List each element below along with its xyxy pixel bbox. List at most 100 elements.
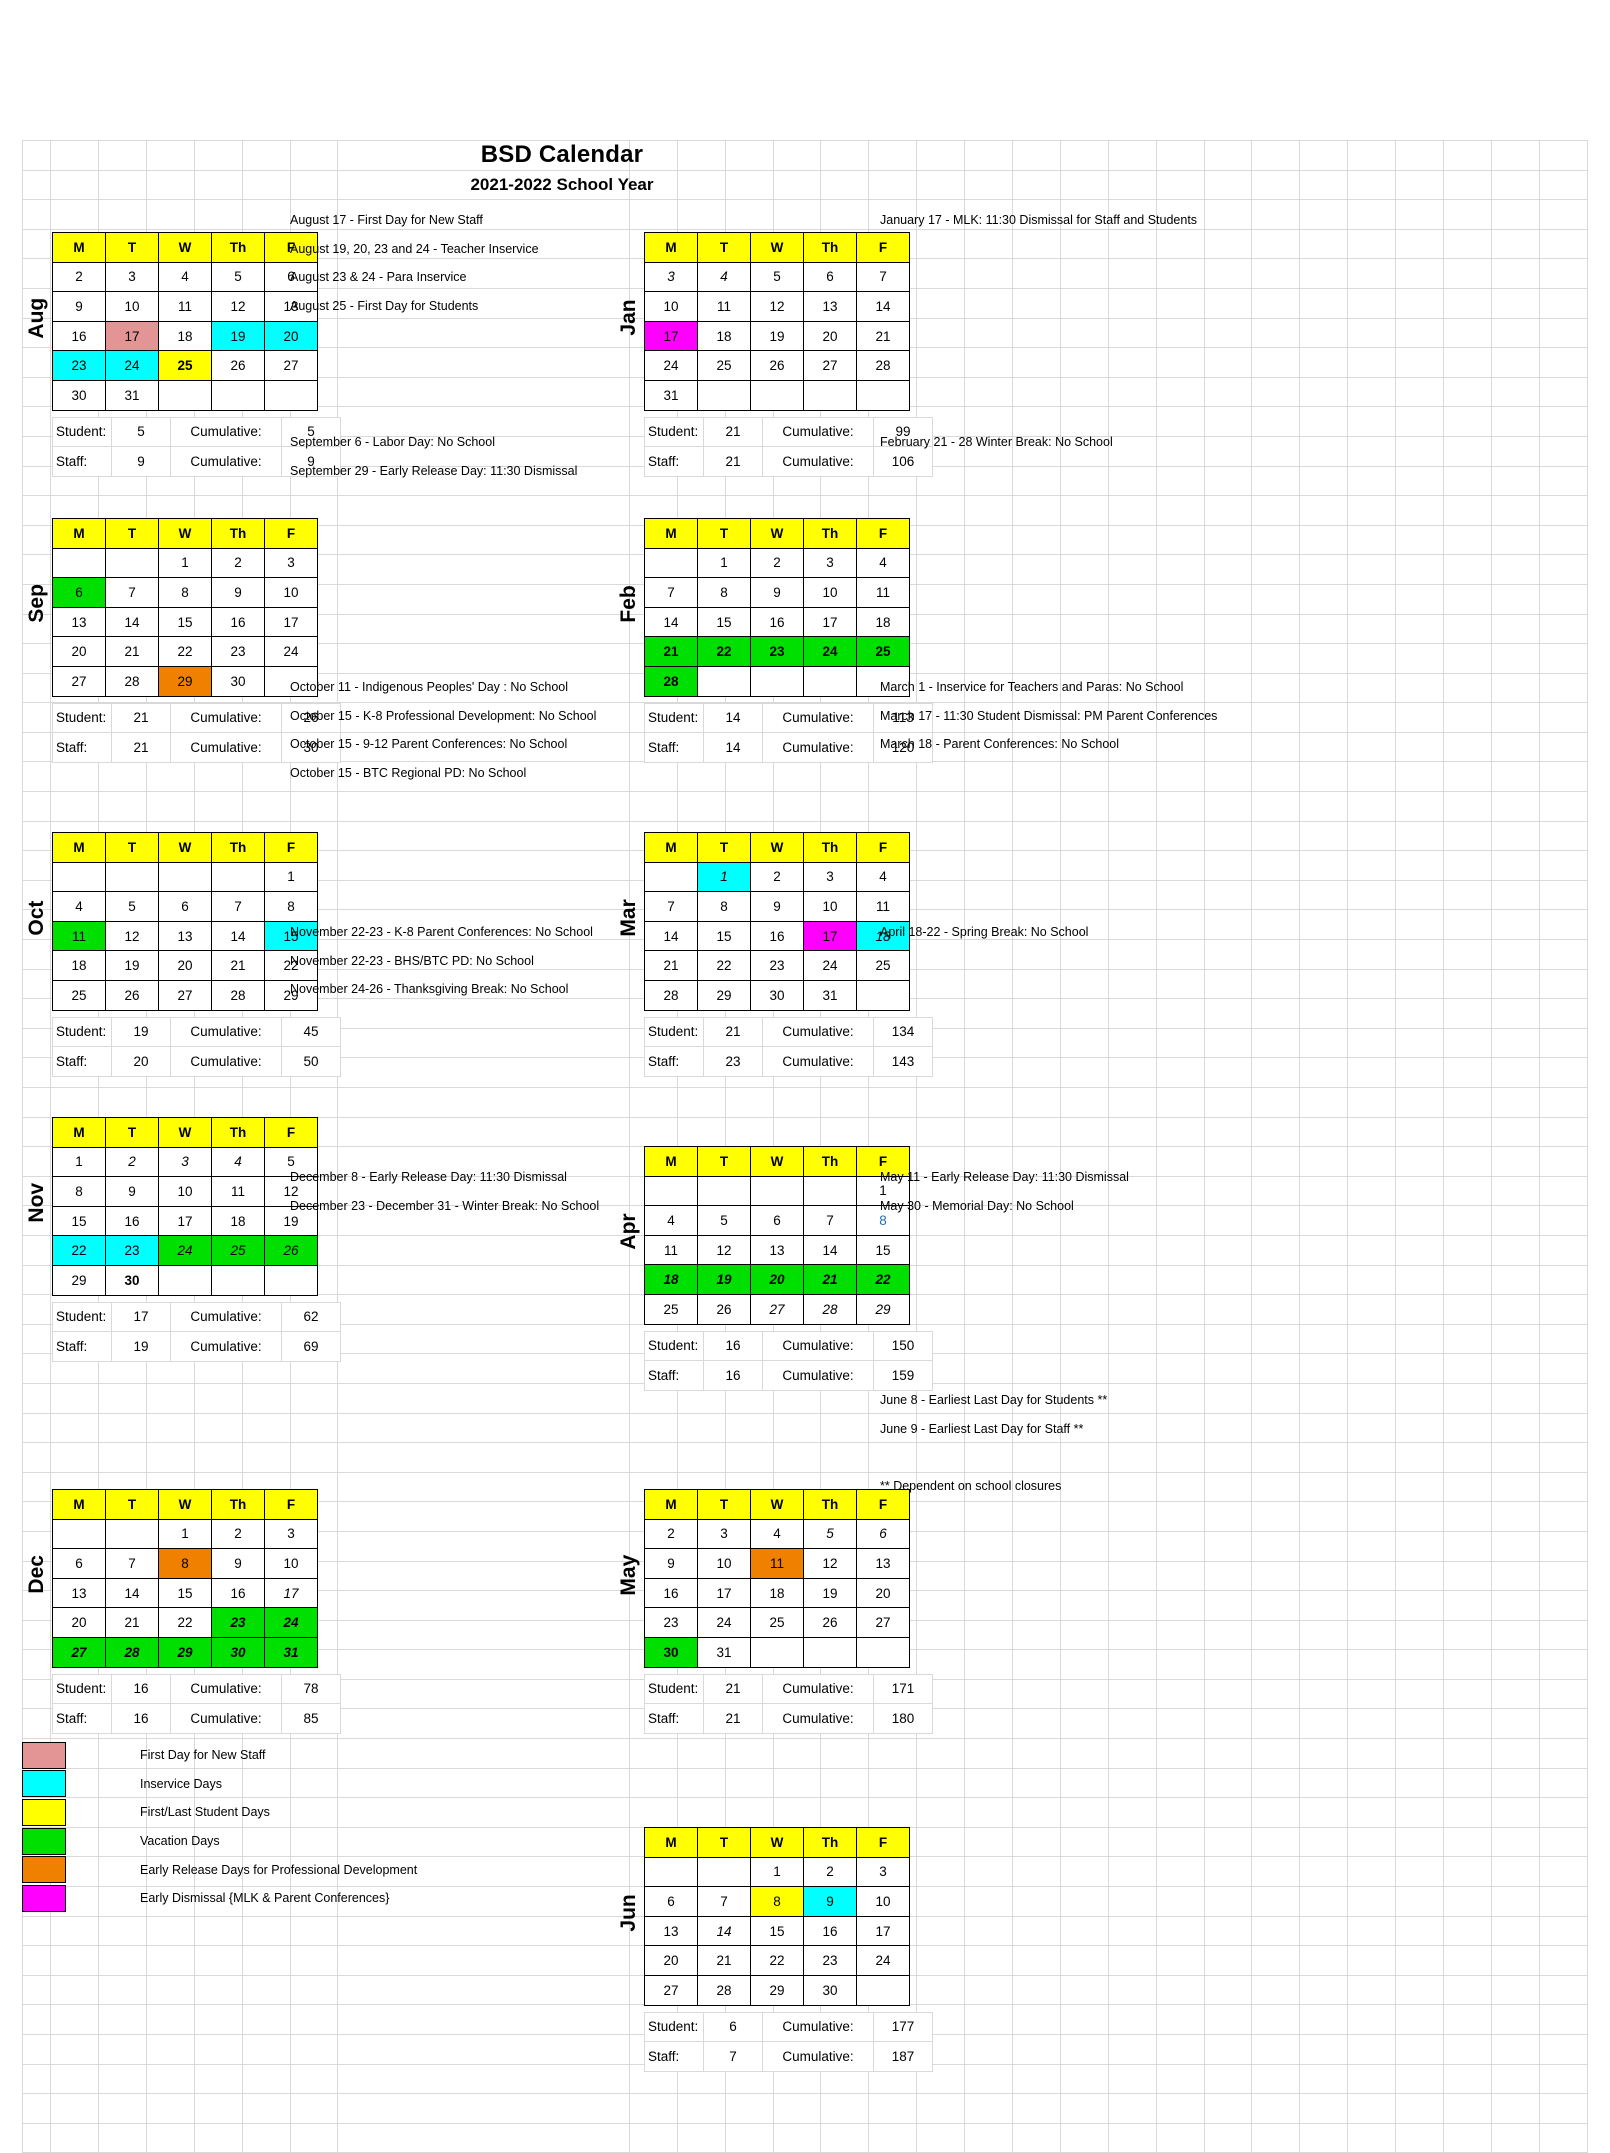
day-cell[interactable]: 3 bbox=[264, 547, 318, 579]
day-cell[interactable]: 24 bbox=[105, 350, 159, 381]
day-cell[interactable]: 4 bbox=[52, 891, 106, 922]
day-cell[interactable]: 15 bbox=[750, 1915, 804, 1947]
day-cell[interactable]: 19 bbox=[750, 320, 804, 352]
day-cell[interactable]: 17 bbox=[644, 320, 698, 352]
day-cell[interactable]: 20 bbox=[644, 1945, 698, 1976]
day-cell[interactable]: 8 bbox=[697, 577, 751, 608]
day-cell[interactable]: 5 bbox=[105, 891, 159, 922]
day-cell[interactable]: 23 bbox=[211, 636, 265, 667]
day-cell[interactable]: 12 bbox=[697, 1234, 751, 1266]
day-cell[interactable]: 22 bbox=[697, 636, 751, 667]
day-cell[interactable]: 19 bbox=[211, 320, 265, 352]
day-cell[interactable]: 20 bbox=[158, 950, 212, 981]
day-cell[interactable]: 31 bbox=[697, 1636, 751, 1668]
day-cell[interactable]: 29 bbox=[158, 1636, 212, 1668]
day-cell[interactable]: 15 bbox=[856, 1234, 910, 1266]
day-cell[interactable]: 25 bbox=[644, 1293, 698, 1325]
day-cell[interactable]: 2 bbox=[750, 547, 804, 579]
day-cell[interactable]: 23 bbox=[105, 1235, 159, 1266]
day-cell[interactable]: 17 bbox=[264, 1577, 318, 1609]
day-cell[interactable]: 20 bbox=[52, 1607, 106, 1638]
day-cell[interactable]: 10 bbox=[644, 291, 698, 322]
day-cell[interactable]: 17 bbox=[105, 320, 159, 352]
day-cell[interactable]: 31 bbox=[264, 1636, 318, 1668]
day-cell[interactable]: 25 bbox=[52, 979, 106, 1011]
day-cell[interactable]: 16 bbox=[803, 1915, 857, 1947]
day-cell[interactable]: 23 bbox=[750, 950, 804, 981]
day-cell[interactable]: 15 bbox=[697, 920, 751, 952]
day-cell[interactable]: 7 bbox=[211, 891, 265, 922]
day-cell[interactable]: 29 bbox=[52, 1264, 106, 1296]
day-cell[interactable]: 9 bbox=[211, 577, 265, 608]
day-cell[interactable]: 15 bbox=[158, 606, 212, 638]
day-cell[interactable]: 8 bbox=[264, 891, 318, 922]
day-cell[interactable]: 13 bbox=[52, 1577, 106, 1609]
day-cell[interactable]: 28 bbox=[211, 979, 265, 1011]
day-cell[interactable]: 11 bbox=[211, 1176, 265, 1207]
day-cell[interactable]: 25 bbox=[211, 1235, 265, 1266]
day-cell[interactable]: 26 bbox=[264, 1235, 318, 1266]
day-cell[interactable]: 15 bbox=[158, 1577, 212, 1609]
day-cell[interactable]: 4 bbox=[644, 1205, 698, 1236]
day-cell[interactable]: 22 bbox=[158, 636, 212, 667]
day-cell[interactable]: 27 bbox=[750, 1293, 804, 1325]
day-cell[interactable]: 31 bbox=[105, 379, 159, 411]
day-cell[interactable]: 21 bbox=[211, 950, 265, 981]
day-cell[interactable]: 17 bbox=[264, 606, 318, 638]
day-cell[interactable]: 26 bbox=[211, 350, 265, 381]
day-cell[interactable]: 19 bbox=[803, 1577, 857, 1609]
day-cell[interactable]: 3 bbox=[158, 1146, 212, 1178]
day-cell[interactable]: 30 bbox=[105, 1264, 159, 1296]
day-cell[interactable]: 18 bbox=[52, 950, 106, 981]
day-cell[interactable]: 3 bbox=[803, 861, 857, 893]
day-cell[interactable]: 15 bbox=[264, 920, 318, 952]
day-cell[interactable]: 13 bbox=[644, 1915, 698, 1947]
day-cell[interactable]: 5 bbox=[750, 261, 804, 293]
day-cell[interactable]: 2 bbox=[211, 547, 265, 579]
day-cell[interactable]: 4 bbox=[697, 261, 751, 293]
day-cell[interactable]: 25 bbox=[856, 636, 910, 667]
day-cell[interactable]: 2 bbox=[105, 1146, 159, 1178]
day-cell[interactable]: 27 bbox=[52, 665, 106, 697]
day-cell[interactable]: 5 bbox=[697, 1205, 751, 1236]
day-cell[interactable]: 10 bbox=[803, 577, 857, 608]
day-cell[interactable]: 9 bbox=[105, 1176, 159, 1207]
day-cell[interactable]: 30 bbox=[211, 1636, 265, 1668]
day-cell[interactable]: 11 bbox=[856, 577, 910, 608]
day-cell[interactable]: 1 bbox=[158, 1518, 212, 1550]
day-cell[interactable]: 29 bbox=[856, 1293, 910, 1325]
day-cell[interactable]: 4 bbox=[856, 547, 910, 579]
day-cell[interactable]: 13 bbox=[856, 1548, 910, 1579]
day-cell[interactable]: 11 bbox=[52, 920, 106, 952]
day-cell[interactable]: 30 bbox=[644, 1636, 698, 1668]
day-cell[interactable]: 16 bbox=[52, 320, 106, 352]
day-cell[interactable]: 16 bbox=[644, 1577, 698, 1609]
day-cell[interactable]: 14 bbox=[856, 291, 910, 322]
day-cell[interactable]: 16 bbox=[105, 1205, 159, 1237]
day-cell[interactable]: 21 bbox=[644, 950, 698, 981]
day-cell[interactable]: 8 bbox=[697, 891, 751, 922]
day-cell[interactable]: 1 bbox=[158, 547, 212, 579]
day-cell[interactable]: 18 bbox=[856, 920, 910, 952]
day-cell[interactable]: 30 bbox=[211, 665, 265, 697]
day-cell[interactable]: 28 bbox=[105, 1636, 159, 1668]
day-cell[interactable]: 21 bbox=[803, 1264, 857, 1295]
day-cell[interactable]: 14 bbox=[105, 606, 159, 638]
day-cell[interactable]: 24 bbox=[644, 350, 698, 381]
day-cell[interactable]: 21 bbox=[697, 1945, 751, 1976]
day-cell[interactable]: 18 bbox=[697, 320, 751, 352]
day-cell[interactable]: 4 bbox=[158, 261, 212, 293]
day-cell[interactable]: 1 bbox=[750, 1856, 804, 1888]
day-cell[interactable]: 17 bbox=[158, 1205, 212, 1237]
day-cell[interactable]: 8 bbox=[856, 1205, 910, 1236]
day-cell[interactable]: 27 bbox=[856, 1607, 910, 1638]
day-cell[interactable]: 19 bbox=[105, 950, 159, 981]
day-cell[interactable]: 2 bbox=[750, 861, 804, 893]
day-cell[interactable]: 25 bbox=[856, 950, 910, 981]
day-cell[interactable]: 1 bbox=[264, 861, 318, 893]
day-cell[interactable]: 14 bbox=[697, 1915, 751, 1947]
day-cell[interactable]: 14 bbox=[644, 606, 698, 638]
day-cell[interactable]: 13 bbox=[803, 291, 857, 322]
day-cell[interactable]: 7 bbox=[105, 1548, 159, 1579]
day-cell[interactable]: 1 bbox=[697, 547, 751, 579]
